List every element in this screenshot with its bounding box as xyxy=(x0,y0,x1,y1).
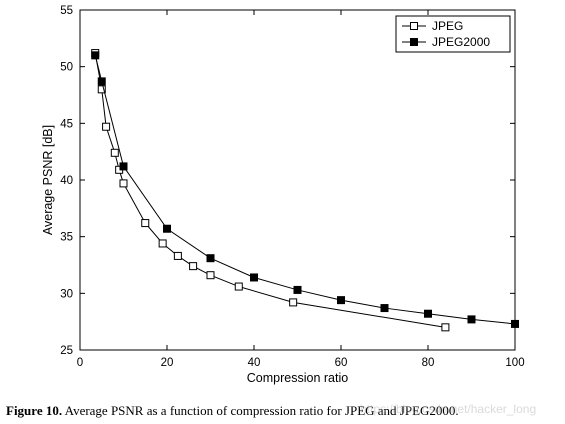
legend: JPEG JPEG2000 xyxy=(395,15,511,53)
data-point xyxy=(206,254,215,263)
plot-frame xyxy=(79,9,516,351)
x-tick-label: 0 xyxy=(77,357,83,369)
x-axis-title: Compression ratio xyxy=(247,371,348,385)
data-point xyxy=(158,239,167,248)
series-line xyxy=(94,55,516,325)
data-point xyxy=(119,179,128,188)
data-point xyxy=(250,273,258,282)
psnr-chart: 0 20 40 60 80 100 25 30 35 40 45 50 55 Compression … xyxy=(41,5,525,385)
data-point xyxy=(337,296,345,305)
y-tick-label: 55 xyxy=(60,5,73,17)
y-tick-label: 35 xyxy=(60,232,73,244)
axis-ticks xyxy=(79,9,516,351)
data-point xyxy=(102,122,111,131)
legend-label: JPEG2000 xyxy=(432,35,490,49)
data-point xyxy=(289,298,298,307)
data-point xyxy=(206,271,215,280)
data-point xyxy=(110,148,119,157)
x-tick-label: 40 xyxy=(248,357,261,369)
x-tick-label: 20 xyxy=(161,357,174,369)
y-tick-label: 40 xyxy=(60,175,73,187)
series-jpeg xyxy=(91,49,450,332)
data-point xyxy=(424,309,432,318)
data-point xyxy=(467,315,476,324)
series-jpeg2000 xyxy=(91,51,519,328)
caption-text: Average PSNR as a function of compressio… xyxy=(64,403,459,418)
data-point xyxy=(97,85,106,94)
x-tick-label: 60 xyxy=(335,357,348,369)
data-point xyxy=(119,162,128,171)
data-point xyxy=(511,319,519,328)
watermark: https://blog.csdn.net/hacker_long xyxy=(360,402,537,416)
figure-caption: Figure 10. Average PSNR as a function of… xyxy=(6,403,562,419)
data-point xyxy=(141,219,150,228)
x-tick-labels: 0 20 40 60 80 100 xyxy=(77,357,525,369)
x-tick-label: 80 xyxy=(422,357,435,369)
data-point xyxy=(189,262,198,271)
data-point xyxy=(91,51,100,60)
series-layer xyxy=(91,49,519,332)
caption-label: Figure 10. xyxy=(6,403,63,418)
y-axis-title: Average PSNR [dB] xyxy=(41,125,55,235)
plot-border xyxy=(79,9,516,351)
data-point xyxy=(163,224,171,233)
legend-item: JPEG2000 xyxy=(402,35,490,49)
series-line xyxy=(94,52,446,328)
y-tick-label: 50 xyxy=(60,62,73,74)
legend-marker xyxy=(410,22,418,30)
y-tick-label: 30 xyxy=(60,288,73,300)
data-point xyxy=(293,285,302,294)
legend-item: JPEG xyxy=(402,19,463,33)
data-point xyxy=(97,77,106,86)
data-point xyxy=(380,304,389,313)
y-tick-label: 45 xyxy=(60,118,73,130)
x-tick-label: 100 xyxy=(505,357,524,369)
y-tick-label: 25 xyxy=(60,345,73,357)
legend-marker xyxy=(410,38,418,46)
data-point xyxy=(441,323,450,332)
y-tick-labels: 25 30 35 40 45 50 55 xyxy=(60,5,73,357)
legend-label: JPEG xyxy=(432,19,463,33)
data-point xyxy=(173,251,182,260)
data-point xyxy=(234,282,243,291)
